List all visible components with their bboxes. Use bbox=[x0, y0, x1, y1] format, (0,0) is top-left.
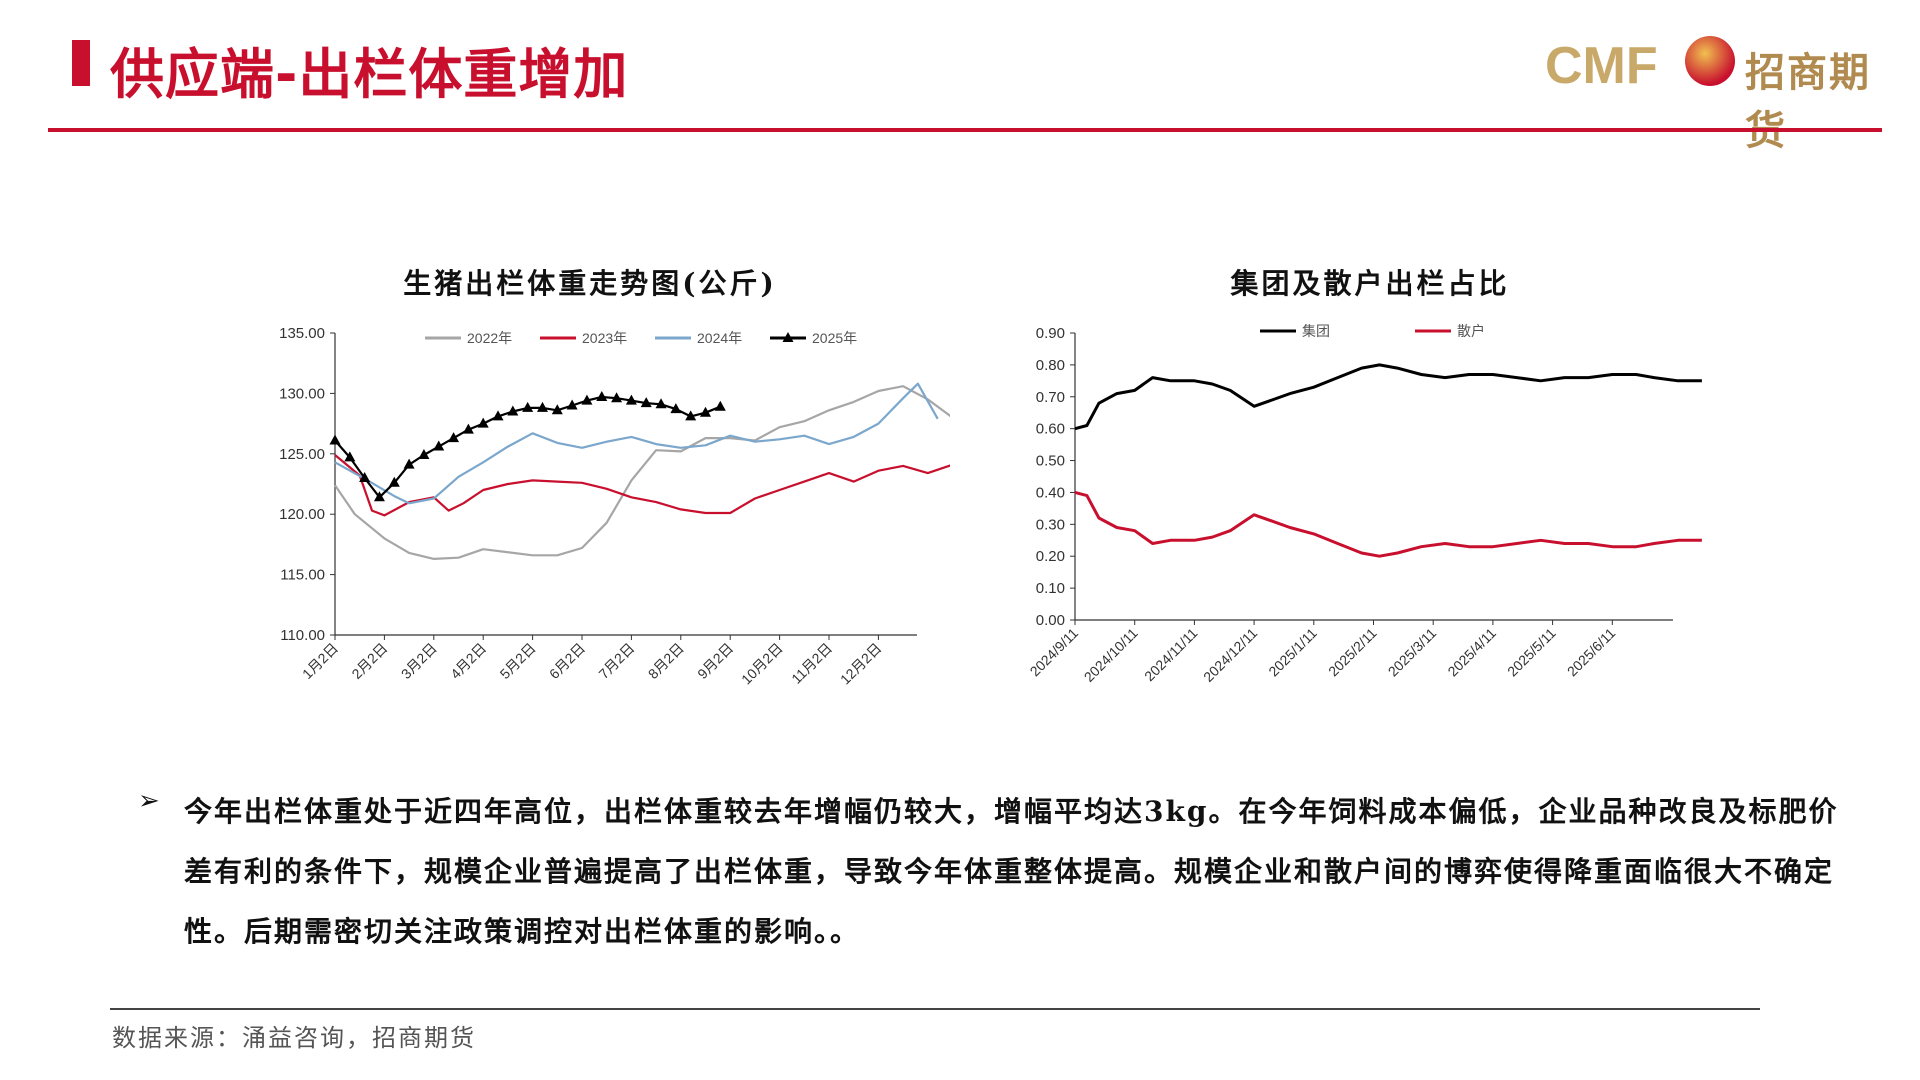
weight-trend-chart: 135.00 130.00 125.00 120.00 115.00 110.001月2日… bbox=[279, 325, 950, 688]
x-tick-label: 2025/2/11 bbox=[1325, 625, 1380, 680]
series-marker bbox=[522, 401, 534, 412]
series-marker bbox=[388, 476, 400, 487]
share-ratio-chart: 0.90 0.80 0.70 0.60 0.50 0.40 0.30 0.20 0.10 0.00… bbox=[1026, 323, 1702, 685]
x-tick-label: 5月2日 bbox=[497, 640, 539, 682]
x-tick-label: 8月2日 bbox=[645, 640, 687, 682]
y-tick-label: 0.50 bbox=[1036, 453, 1065, 470]
legend-label: 2022年 bbox=[467, 330, 512, 346]
series-line-0 bbox=[334, 385, 950, 560]
logo-name: 招商期货 bbox=[1745, 49, 1871, 154]
series-marker bbox=[670, 403, 682, 414]
legend-label: 2024年 bbox=[697, 330, 742, 346]
chart-2-title: 集团及散户出栏占比 bbox=[1230, 267, 1510, 300]
series-marker bbox=[403, 458, 415, 469]
series-marker bbox=[566, 399, 578, 410]
x-tick-label: 2025/3/11 bbox=[1385, 625, 1440, 680]
series-line-2 bbox=[334, 382, 939, 505]
y-tick-label: 0.70 bbox=[1036, 389, 1065, 406]
series-marker bbox=[685, 410, 697, 421]
series-marker bbox=[700, 406, 711, 417]
x-tick-label: 2月2日 bbox=[348, 640, 390, 682]
legend-label: 散户 bbox=[1457, 323, 1485, 339]
y-tick-label: 120.00 bbox=[279, 506, 325, 523]
series-marker bbox=[373, 491, 385, 502]
x-tick-label: 1月2日 bbox=[299, 640, 341, 682]
legend-marker bbox=[782, 332, 794, 342]
footer-divider bbox=[110, 1008, 1760, 1010]
series-marker bbox=[492, 410, 504, 421]
logo-brand: CMF bbox=[1545, 37, 1658, 95]
legend-label: 2023年 bbox=[582, 330, 627, 346]
chart-1-title: 生猪出栏体重走势图(公斤) bbox=[403, 267, 777, 300]
series-marker bbox=[596, 391, 608, 402]
data-source: 数据来源：涌益咨询，招商期货 bbox=[112, 1024, 476, 1052]
header-divider bbox=[48, 128, 1882, 132]
x-tick-label: 2025/4/11 bbox=[1444, 625, 1499, 680]
x-tick-label: 4月2日 bbox=[447, 640, 489, 682]
series-line-1 bbox=[334, 454, 950, 517]
series-line-0 bbox=[1074, 363, 1702, 431]
summary-text: 今年出栏体重处于近四年高位，出栏体重较去年增幅仍较大，增幅平均达3kg。在今年饲… bbox=[184, 795, 1839, 948]
series-marker bbox=[551, 404, 563, 415]
series-marker bbox=[581, 394, 593, 405]
series-marker bbox=[714, 400, 726, 411]
y-tick-label: 115.00 bbox=[280, 567, 325, 584]
x-tick-label: 2024/9/11 bbox=[1026, 625, 1081, 680]
x-tick-label: 2024/12/11 bbox=[1200, 625, 1260, 685]
series-marker bbox=[344, 451, 356, 462]
x-tick-label: 2025/6/11 bbox=[1564, 625, 1619, 680]
x-tick-label: 2025/1/11 bbox=[1265, 625, 1320, 680]
series-marker bbox=[655, 398, 667, 409]
x-tick-label: 10月2日 bbox=[738, 640, 786, 688]
legend-label: 2025年 bbox=[812, 330, 857, 346]
series-marker bbox=[477, 417, 489, 428]
y-tick-label: 0.30 bbox=[1036, 516, 1065, 533]
series-marker bbox=[507, 405, 519, 416]
y-tick-label: 110.00 bbox=[280, 627, 325, 644]
series-marker bbox=[462, 423, 474, 434]
series-marker bbox=[625, 394, 637, 405]
y-tick-label: 0.10 bbox=[1036, 580, 1065, 597]
y-tick-label: 0.80 bbox=[1036, 357, 1065, 374]
y-tick-label: 0.20 bbox=[1036, 548, 1065, 565]
series-marker bbox=[433, 440, 445, 451]
y-tick-label: 0.40 bbox=[1036, 484, 1065, 501]
x-tick-label: 6月2日 bbox=[546, 640, 588, 682]
y-tick-label: 135.00 bbox=[279, 325, 325, 342]
page-title: 供应端-出栏体重增加 bbox=[110, 43, 629, 106]
series-marker bbox=[640, 397, 652, 408]
series-marker bbox=[536, 401, 548, 412]
y-tick-label: 0.00 bbox=[1036, 612, 1065, 629]
x-tick-label: 2024/10/11 bbox=[1081, 625, 1141, 685]
company-logo: CMF 招商期货 bbox=[1545, 30, 1885, 154]
y-tick-label: 0.60 bbox=[1036, 421, 1065, 438]
y-tick-label: 125.00 bbox=[279, 446, 325, 463]
y-tick-label: 0.90 bbox=[1036, 325, 1065, 342]
logo-emblem-icon bbox=[1685, 36, 1735, 86]
x-tick-label: 9月2日 bbox=[694, 640, 736, 682]
series-marker bbox=[611, 392, 623, 403]
x-tick-label: 12月2日 bbox=[837, 640, 885, 688]
x-tick-label: 11月2日 bbox=[788, 640, 835, 687]
title-accent-bar bbox=[72, 40, 90, 86]
legend-label: 集团 bbox=[1302, 323, 1330, 339]
series-marker bbox=[329, 434, 341, 445]
x-tick-label: 3月2日 bbox=[398, 640, 440, 682]
series-line-1 bbox=[1074, 490, 1702, 558]
series-marker bbox=[359, 471, 371, 482]
x-tick-label: 2024/11/11 bbox=[1141, 625, 1201, 685]
series-marker bbox=[448, 432, 460, 443]
bullet-arrow-icon: ➢ bbox=[138, 786, 160, 816]
x-tick-label: 2025/5/11 bbox=[1504, 625, 1559, 680]
y-tick-label: 130.00 bbox=[279, 385, 325, 402]
series-marker bbox=[418, 449, 430, 460]
x-tick-label: 7月2日 bbox=[595, 640, 637, 682]
